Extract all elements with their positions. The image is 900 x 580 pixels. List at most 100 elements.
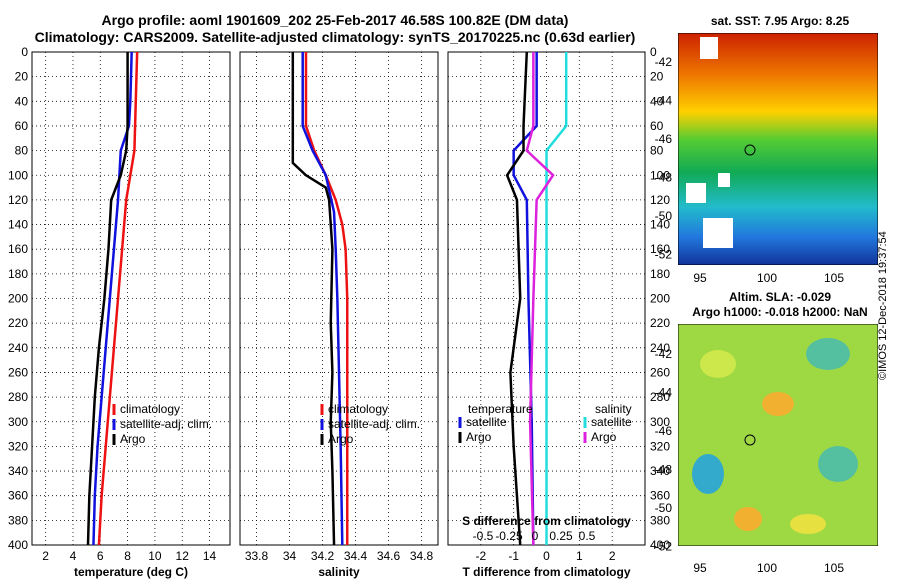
legend-label: climatology <box>328 402 388 416</box>
depth-tick-label: 300 <box>8 415 28 429</box>
series-line <box>97 51 139 546</box>
depth-tick-label-right: 160 <box>650 242 670 256</box>
x-tick-label: 34.6 <box>377 549 401 563</box>
sla-lat-tick: -44 <box>655 386 673 400</box>
sst-lat-tick: -48 <box>655 171 673 185</box>
depth-tick-label-right: 140 <box>650 218 670 232</box>
series-line <box>505 51 529 546</box>
legend-label: satellite <box>591 415 632 429</box>
depth-tick-label-right: 240 <box>650 341 670 355</box>
depth-tick-label-right: 60 <box>650 119 664 133</box>
credit-text: ©IMOS 12-Dec-2018 19:37:54 <box>877 231 889 380</box>
legend-label: satellite <box>466 415 507 429</box>
legend-label: Argo <box>120 432 146 446</box>
depth-tick-label-right: 400 <box>650 538 670 552</box>
depth-tick-label: 40 <box>15 94 29 108</box>
depth-tick-label: 360 <box>8 489 28 503</box>
legend-label: satellite-adj. clim. <box>328 417 420 431</box>
depth-tick-label-right: 360 <box>650 489 670 503</box>
depth-tick-label: 240 <box>8 341 28 355</box>
x-tick-label: 12 <box>176 549 190 563</box>
series-line <box>86 52 129 546</box>
sla-lon-tick: 95 <box>693 561 707 575</box>
x-tick-label: 1 <box>576 549 583 563</box>
x-tick-label: 6 <box>97 549 104 563</box>
depth-tick-label-right: 280 <box>650 390 670 404</box>
sst-lat-tick: -42 <box>655 55 673 69</box>
sst-title: sat. SST: 7.95 Argo: 8.25 <box>710 14 850 28</box>
depth-tick-label: 320 <box>8 439 28 453</box>
depth-tick-label: 400 <box>8 538 28 552</box>
series-line <box>301 52 344 546</box>
sst-lon-tick: 100 <box>757 271 777 285</box>
depth-tick-label: 120 <box>8 193 28 207</box>
s-tick-label: 0 <box>532 529 539 543</box>
sla-map <box>678 324 878 546</box>
x-tick-label: 34.2 <box>311 549 335 563</box>
depth-tick-label: 60 <box>15 119 29 133</box>
depth-tick-label-right: 260 <box>650 365 670 379</box>
sla-lat-tick: -48 <box>655 463 673 477</box>
x-tick-label: 34 <box>283 549 297 563</box>
depth-tick-label: 340 <box>8 464 28 478</box>
x-tick-label: 34.8 <box>410 549 434 563</box>
depth-tick-label-right: 180 <box>650 267 670 281</box>
depth-tick-label-right: 0 <box>650 45 657 59</box>
depth-tick-label-right: 200 <box>650 292 670 306</box>
depth-tick-label: 220 <box>8 316 28 330</box>
title-line-1: Argo profile: aoml 1901609_202 25-Feb-20… <box>101 12 569 28</box>
x-tick-label: 2 <box>609 549 616 563</box>
depth-tick-label-right: 80 <box>650 144 664 158</box>
depth-tick-label: 280 <box>8 390 28 404</box>
s-tick-label: 0.25 <box>549 529 573 543</box>
legend-label: Argo <box>328 432 354 446</box>
depth-tick-label-right: 300 <box>650 415 670 429</box>
legend-label: satellite-adj. clim. <box>120 417 212 431</box>
legend-label: Argo <box>466 430 492 444</box>
sst-map <box>678 33 878 265</box>
title-line-2: Climatology: CARS2009. Satellite-adjuste… <box>34 29 636 45</box>
series-line <box>545 52 568 545</box>
x-tick-label: 33.8 <box>245 549 269 563</box>
x-tick-label: 0 <box>543 549 550 563</box>
argo-position-marker <box>744 144 756 156</box>
legend-label: climatology <box>120 402 180 416</box>
depth-tick-label: 0 <box>21 45 28 59</box>
depth-tick-label-right: 380 <box>650 513 670 527</box>
sla-lat-tick: -42 <box>655 347 673 361</box>
legend-heading-temperature: temperature <box>468 402 533 416</box>
argo-position-marker-sla <box>744 434 756 446</box>
depth-tick-label: 180 <box>8 267 28 281</box>
depth-tick-label-right: 320 <box>650 439 670 453</box>
depth-tick-label: 200 <box>8 292 28 306</box>
depth-tick-label-right: 40 <box>650 94 664 108</box>
legend-heading-salinity: salinity <box>595 402 632 416</box>
depth-tick-label-right: 100 <box>650 168 670 182</box>
sla-lon-tick: 100 <box>757 561 777 575</box>
depth-tick-label-right: 220 <box>650 316 670 330</box>
x-tick-label: -2 <box>475 549 486 563</box>
sst-lat-tick: -52 <box>655 248 673 262</box>
depth-tick-label-right: 120 <box>650 193 670 207</box>
depth-tick-label-right: 20 <box>650 70 664 84</box>
depth-tick-label: 140 <box>8 218 28 232</box>
x-axis-label: temperature (deg C) <box>74 565 188 579</box>
depth-tick-label: 80 <box>15 144 29 158</box>
sst-lon-tick: 95 <box>693 271 707 285</box>
sst-lat-tick: -44 <box>655 94 673 108</box>
x-tick-label: 34.4 <box>344 549 368 563</box>
x-axis-label: salinity <box>318 565 360 579</box>
x-tick-label: 4 <box>70 549 77 563</box>
s-tick-label: 0.5 <box>579 529 596 543</box>
series-line <box>92 51 133 546</box>
x-tick-label: 8 <box>124 549 131 563</box>
depth-tick-label: 380 <box>8 513 28 527</box>
depth-tick-label: 160 <box>8 242 28 256</box>
depth-tick-label-right: 340 <box>650 464 670 478</box>
x-tick-label: 14 <box>203 549 217 563</box>
series-line <box>291 52 336 546</box>
sla-lat-tick: -46 <box>655 424 673 438</box>
s-tick-label: -0.5 <box>473 529 494 543</box>
